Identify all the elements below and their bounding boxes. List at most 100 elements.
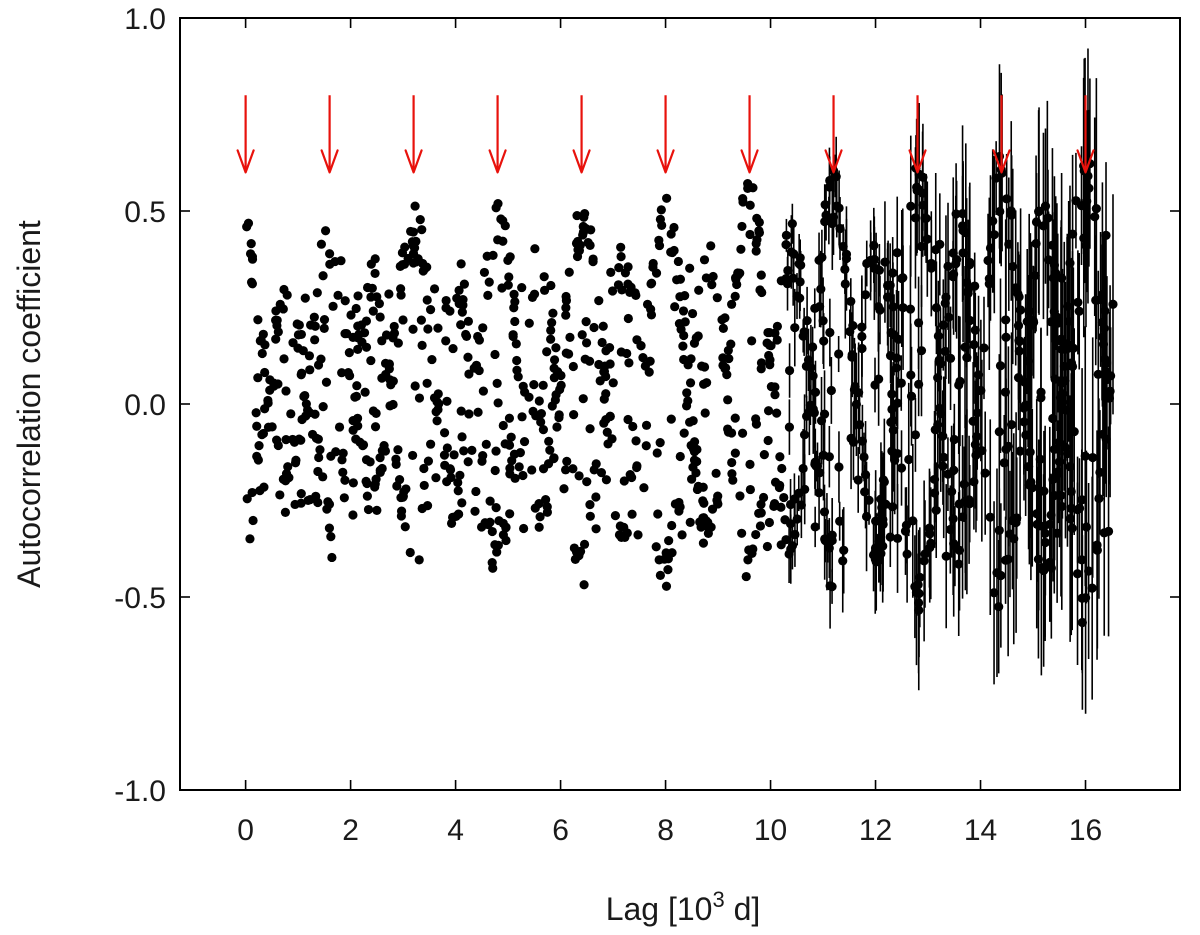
data-point xyxy=(300,390,310,401)
data-point xyxy=(1028,316,1038,326)
data-point xyxy=(792,291,802,301)
data-point xyxy=(926,263,936,273)
data-point xyxy=(370,268,380,279)
data-point xyxy=(694,285,704,295)
data-point xyxy=(300,293,310,303)
data-point xyxy=(589,322,599,333)
data-point xyxy=(841,249,852,259)
data-point xyxy=(772,408,782,418)
data-point xyxy=(581,317,591,327)
data-point xyxy=(819,336,829,346)
data-point xyxy=(582,477,592,487)
data-point xyxy=(667,520,677,531)
data-point xyxy=(657,220,667,230)
data-point xyxy=(578,394,588,404)
data-point xyxy=(478,450,488,461)
data-point xyxy=(970,325,980,335)
data-point xyxy=(433,389,443,399)
data-point xyxy=(610,511,621,521)
data-point xyxy=(758,492,769,503)
data-point xyxy=(529,380,539,390)
data-point xyxy=(473,407,483,417)
data-point xyxy=(1043,213,1053,223)
data-point xyxy=(243,218,254,228)
data-point xyxy=(259,482,269,492)
data-point xyxy=(591,524,601,534)
data-point xyxy=(375,465,385,475)
data-point xyxy=(554,410,564,420)
data-point xyxy=(679,428,689,438)
data-point xyxy=(1098,429,1108,439)
x-axis-title: Lag [103 d] xyxy=(606,887,761,927)
data-point xyxy=(930,425,940,435)
x-tick-label: 14 xyxy=(964,814,997,847)
data-point xyxy=(763,406,774,416)
data-point xyxy=(906,370,916,380)
data-point xyxy=(1021,430,1031,440)
data-point xyxy=(482,251,492,261)
axis-ticks xyxy=(180,17,1180,791)
data-point xyxy=(980,468,990,478)
data-point xyxy=(625,470,635,480)
data-point xyxy=(353,333,363,343)
data-point xyxy=(469,363,479,373)
data-point xyxy=(655,570,665,581)
data-point xyxy=(513,372,523,382)
data-point xyxy=(672,275,682,285)
data-point xyxy=(257,429,267,440)
data-point xyxy=(497,283,507,293)
data-point xyxy=(579,539,590,549)
data-point xyxy=(1011,283,1021,293)
data-point xyxy=(346,310,356,320)
data-point xyxy=(297,414,307,425)
data-point xyxy=(607,286,618,296)
data-point xyxy=(278,304,288,314)
data-point xyxy=(906,201,916,211)
data-point xyxy=(834,462,844,472)
data-point xyxy=(835,223,845,234)
data-point xyxy=(293,330,304,340)
data-points xyxy=(242,48,1118,714)
data-point xyxy=(662,193,672,203)
data-point xyxy=(994,525,1004,535)
data-point xyxy=(969,477,979,487)
data-point xyxy=(397,260,407,270)
data-point xyxy=(418,258,428,269)
data-point xyxy=(348,415,358,426)
data-point xyxy=(294,434,304,444)
data-point xyxy=(493,199,503,209)
data-point xyxy=(414,555,424,565)
data-point xyxy=(310,335,320,345)
data-point xyxy=(328,301,338,311)
data-point xyxy=(348,478,358,488)
data-point xyxy=(623,414,633,425)
data-point xyxy=(666,414,676,424)
data-point xyxy=(651,542,661,552)
data-point xyxy=(279,284,289,295)
data-point xyxy=(601,346,611,356)
data-point xyxy=(316,239,327,249)
data-point xyxy=(510,316,520,327)
y-axis-title: Autocorrelation coefficient xyxy=(11,220,47,588)
arrow-head xyxy=(740,149,759,174)
data-point xyxy=(920,549,930,559)
data-point xyxy=(304,351,315,361)
data-point xyxy=(504,272,514,282)
data-point xyxy=(977,446,987,456)
data-point xyxy=(933,331,943,341)
data-point xyxy=(291,455,301,465)
data-point xyxy=(892,533,903,544)
data-point xyxy=(577,330,587,340)
data-point xyxy=(252,421,262,431)
data-point xyxy=(790,529,800,540)
data-point xyxy=(759,450,769,460)
data-point xyxy=(319,315,330,325)
data-point xyxy=(674,506,684,516)
data-point xyxy=(313,466,323,477)
data-point xyxy=(362,491,372,501)
data-point xyxy=(654,235,664,245)
x-tick-label: 2 xyxy=(342,814,359,847)
data-point xyxy=(840,264,850,274)
data-point xyxy=(305,365,315,375)
data-point xyxy=(260,367,270,378)
